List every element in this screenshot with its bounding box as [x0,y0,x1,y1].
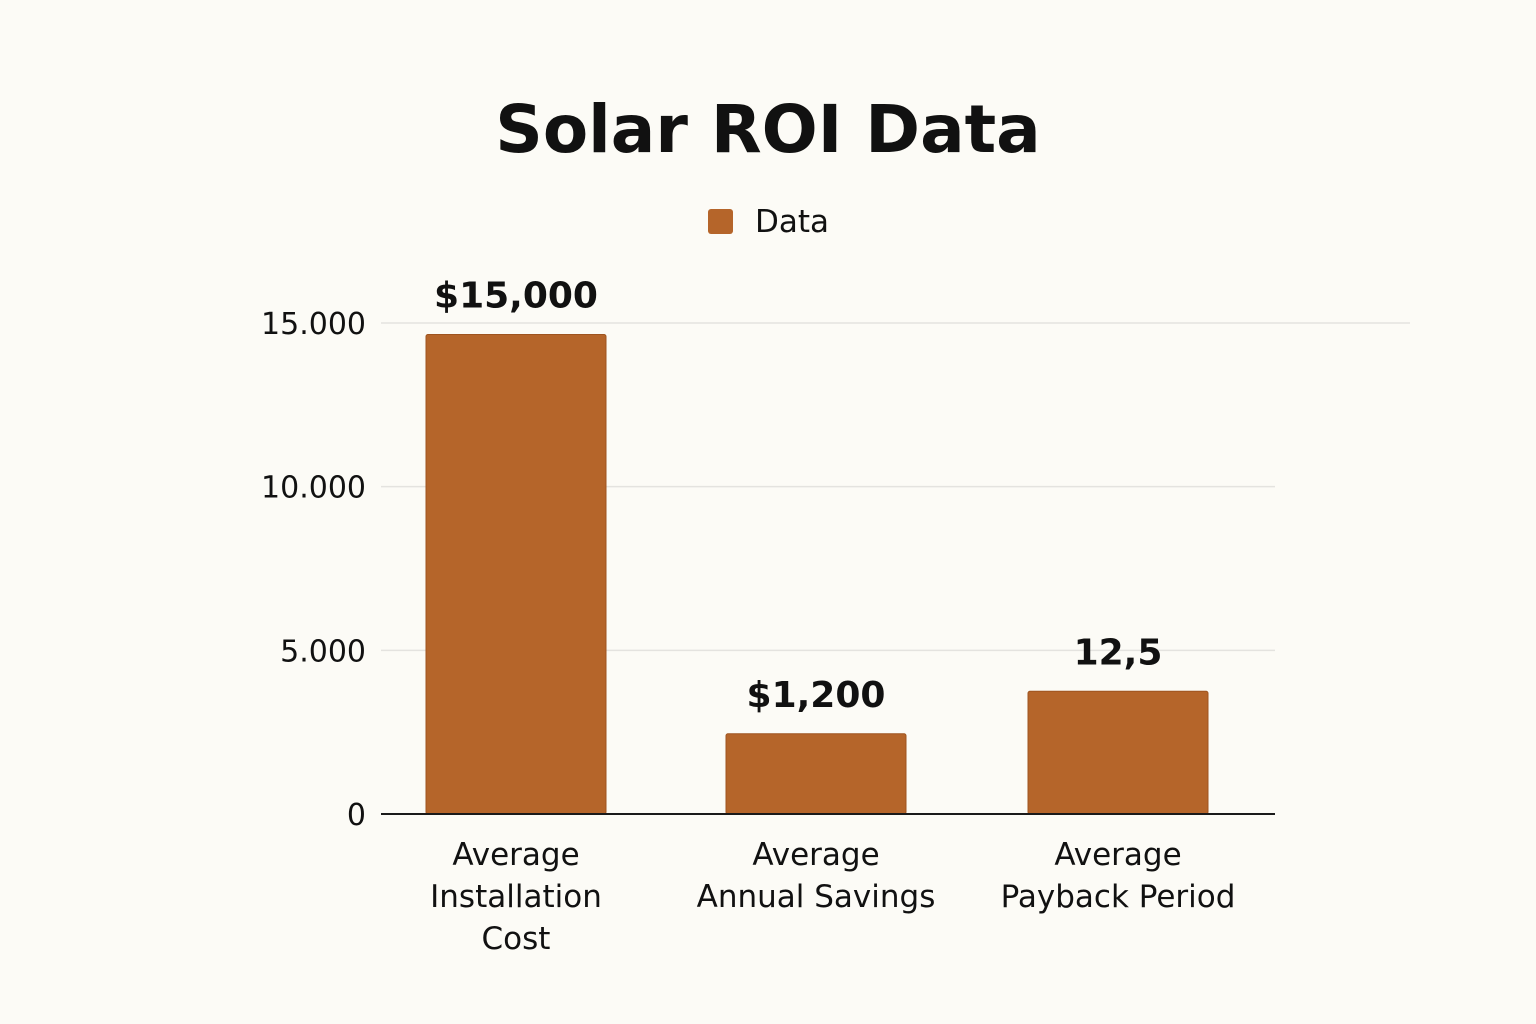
bar-data-label: $15,000 [434,275,598,316]
y-tick-label: 15.000 [261,307,366,342]
bar [1027,690,1209,815]
bar-data-label: $1,200 [747,675,886,716]
legend-label: Data [755,204,829,240]
y-tick-label: 5.000 [280,634,366,669]
x-category-line: Cost [482,921,551,957]
chart-title: Solar ROI Data [495,91,1040,168]
x-category-label: Average Annual Savings [697,837,936,915]
x-category-line: Average [1054,837,1181,873]
bar [425,333,607,815]
y-axis-ticks: 0 5.000 10.000 15.000 [261,307,366,833]
bar [725,733,907,815]
data-labels: $15,000 $1,200 12,5 [434,275,1162,715]
x-category-line: Installation [430,879,602,915]
legend-swatch [708,209,733,234]
legend: Data [708,204,829,240]
y-tick-label: 10.000 [261,471,366,506]
x-category-label: Average Payback Period [1001,837,1236,915]
bar-data-label: 12,5 [1074,632,1163,673]
x-axis-categories: Average Installation Cost Average Annual Sav… [430,837,1235,957]
x-category-line: Average [752,837,879,873]
x-category-line: Annual Savings [697,879,936,915]
bars [425,333,1209,815]
x-category-label: Average Installation Cost [430,837,602,957]
x-category-line: Average [452,837,579,873]
x-category-line: Payback Period [1001,879,1236,915]
y-tick-label: 0 [347,798,366,833]
